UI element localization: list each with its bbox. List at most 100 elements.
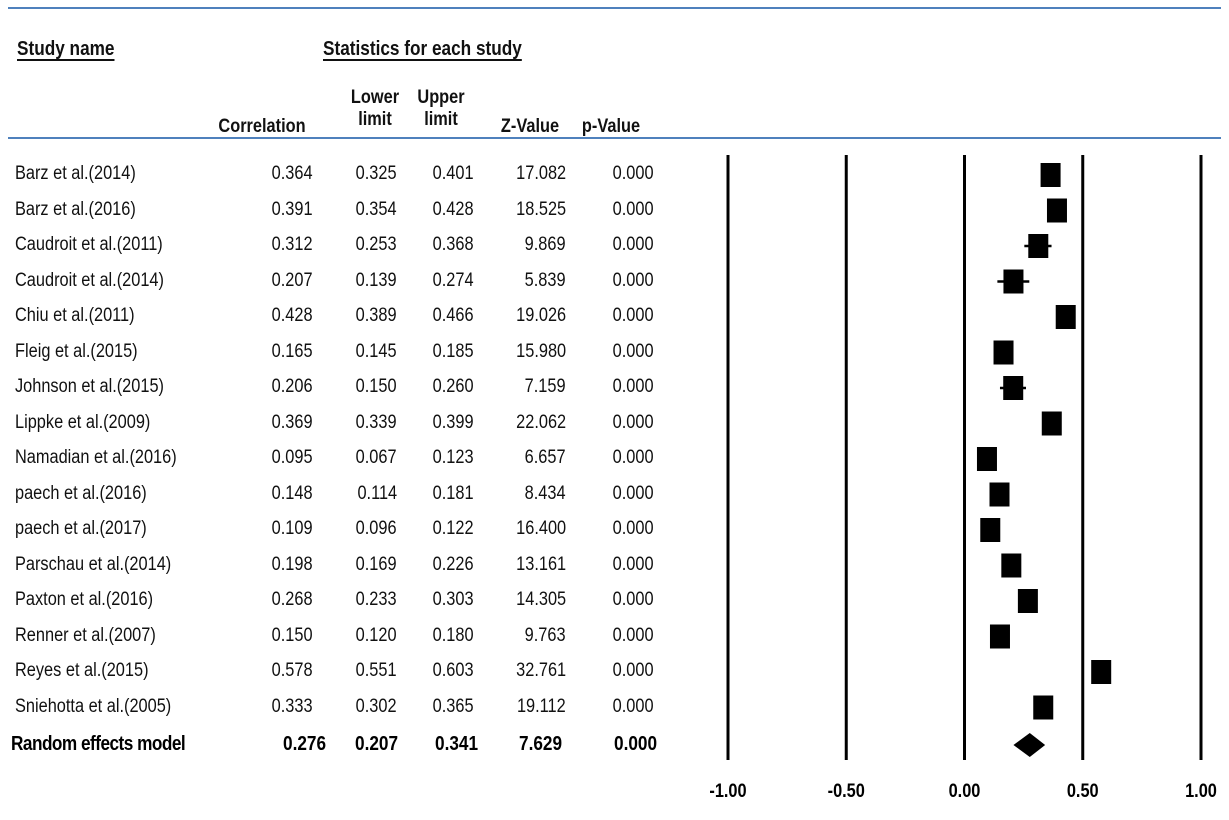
cell-z: 15.980 — [516, 340, 566, 362]
study-marker-11 — [1001, 553, 1022, 578]
study-marker-3 — [1003, 269, 1024, 294]
cell-p: 0.000 — [613, 482, 654, 504]
cell-correlation: 0.276 — [282, 733, 326, 755]
summary-diamond — [1013, 733, 1046, 757]
study-marker-12 — [1017, 589, 1038, 613]
table-row: Johnson et al.(2015) 0.206 0.150 0.260 7.159… — [0, 376, 680, 406]
cell-z: 19.026 — [516, 305, 566, 326]
cell-p: 0.000 — [613, 447, 654, 468]
cell-upper: 0.341 — [434, 733, 478, 755]
table-row: Namadian et al.(2016) 0.095 0.067 0.123 6.65… — [0, 447, 680, 477]
cell-z: 7.629 — [518, 733, 562, 755]
cell-correlation: 0.364 — [272, 163, 313, 184]
table-row: Sniehotta et al.(2005) 0.333 0.302 0.365 19.… — [0, 696, 680, 726]
column-header-z: Z-Value — [500, 116, 560, 137]
cell-upper: 0.603 — [433, 660, 474, 681]
cell-upper: 0.122 — [433, 518, 474, 539]
summary-row: Random effects model 0.276 0.207 0.341 7.629… — [0, 733, 680, 763]
table-row: Fleig et al.(2015) 0.165 0.145 0.185 15.980 0… — [0, 341, 680, 371]
study-name: Barz et al.(2014) — [15, 163, 136, 184]
study-marker-10 — [980, 518, 1001, 542]
cell-p: 0.000 — [613, 340, 654, 362]
cell-z: 9.763 — [525, 624, 566, 646]
study-marker-15 — [1033, 695, 1054, 720]
header-rule — [8, 137, 1221, 139]
study-marker-2 — [1028, 234, 1049, 258]
cell-upper: 0.260 — [433, 376, 474, 397]
cell-lower: 0.096 — [356, 518, 397, 539]
cell-z: 9.869 — [525, 234, 566, 255]
study-name-header: Study name — [17, 38, 115, 60]
study-marker-6 — [1003, 376, 1024, 400]
study-marker-5 — [993, 340, 1014, 365]
cell-z: 32.761 — [516, 660, 566, 681]
cell-correlation: 0.268 — [272, 589, 313, 610]
table-row: Caudroit et al.(2014) 0.207 0.139 0.274 5.83… — [0, 270, 680, 300]
cell-upper: 0.368 — [433, 234, 474, 255]
cell-p: 0.000 — [613, 376, 654, 397]
cell-z: 5.839 — [525, 269, 566, 291]
cell-z: 13.161 — [516, 553, 566, 575]
table-row: Lippke et al.(2009) 0.369 0.339 0.399 22.062… — [0, 412, 680, 442]
cell-correlation: 0.095 — [272, 447, 313, 468]
table-row: Renner et al.(2007) 0.150 0.120 0.180 9.763 0… — [0, 625, 680, 655]
table-row: Barz et al.(2016) 0.391 0.354 0.428 18.525 0.… — [0, 199, 680, 229]
table-row: Paxton et al.(2016) 0.268 0.233 0.303 14.305… — [0, 589, 680, 619]
study-name: paech et al.(2016) — [15, 482, 147, 504]
cell-lower: 0.253 — [356, 234, 397, 255]
table-row: Barz et al.(2014) 0.364 0.325 0.401 17.082 0.… — [0, 163, 680, 193]
x-tick-label-3: 0.50 — [1067, 780, 1099, 801]
cell-z: 6.657 — [525, 447, 566, 468]
column-header-p: p-Value — [581, 116, 641, 137]
study-name: Barz et al.(2016) — [15, 198, 136, 220]
study-marker-4 — [1055, 305, 1076, 329]
cell-p: 0.000 — [613, 695, 654, 717]
column-header-upper: Upper limit — [417, 87, 465, 130]
study-name: Parschau et al.(2014) — [15, 553, 172, 575]
cell-lower: 0.169 — [356, 553, 397, 575]
cell-lower: 0.114 — [357, 482, 397, 504]
cell-p: 0.000 — [613, 660, 654, 681]
cell-lower: 0.145 — [356, 340, 397, 362]
cell-correlation: 0.206 — [272, 376, 313, 397]
study-name: Namadian et al.(2016) — [15, 447, 177, 468]
cell-lower: 0.139 — [356, 269, 397, 291]
forest-plot: -1.00 -0.50 0.00 0.50 1.00 — [709, 155, 1217, 801]
cell-lower: 0.354 — [356, 198, 397, 220]
cell-p: 0.000 — [613, 624, 654, 646]
study-marker-1 — [1046, 198, 1067, 223]
cell-z: 22.062 — [516, 411, 566, 433]
statistics-header: Statistics for each study — [323, 38, 522, 60]
x-tick-label-0: -1.00 — [709, 780, 746, 801]
cell-correlation: 0.578 — [272, 660, 313, 681]
study-name: Renner et al.(2007) — [15, 624, 156, 646]
cell-p: 0.000 — [613, 198, 654, 220]
cell-upper: 0.365 — [433, 695, 474, 717]
cell-z: 7.159 — [525, 376, 566, 397]
cell-upper: 0.180 — [433, 624, 474, 646]
cell-p: 0.000 — [613, 518, 654, 539]
cell-correlation: 0.369 — [272, 411, 313, 433]
cell-correlation: 0.198 — [272, 553, 313, 575]
cell-p: 0.000 — [613, 553, 654, 575]
study-name: Sniehotta et al.(2005) — [15, 695, 172, 717]
cell-p: 0.000 — [613, 733, 657, 755]
cell-lower: 0.389 — [356, 305, 397, 326]
cell-lower: 0.339 — [356, 411, 397, 433]
cell-z: 8.434 — [525, 482, 566, 504]
cell-correlation: 0.207 — [272, 269, 313, 291]
table-row: Caudroit et al.(2011) 0.312 0.253 0.368 9.86… — [0, 234, 680, 264]
cell-z: 16.400 — [516, 518, 566, 539]
cell-upper: 0.185 — [433, 340, 474, 362]
cell-p: 0.000 — [613, 411, 654, 433]
cell-upper: 0.303 — [433, 589, 474, 610]
cell-lower: 0.067 — [356, 447, 397, 468]
cell-correlation: 0.165 — [272, 340, 313, 362]
study-name: Fleig et al.(2015) — [15, 340, 138, 362]
table-row: Chiu et al.(2011) 0.428 0.389 0.466 19.026 0.… — [0, 305, 680, 335]
study-name: Reyes et al.(2015) — [15, 660, 149, 681]
cell-lower: 0.325 — [356, 163, 397, 184]
cell-lower: 0.302 — [356, 695, 397, 717]
cell-lower: 0.207 — [354, 733, 398, 755]
cell-upper: 0.226 — [433, 553, 474, 575]
